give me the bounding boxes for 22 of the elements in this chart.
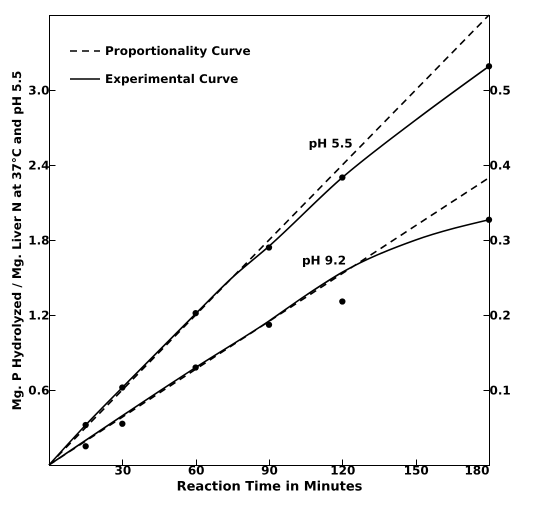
legend-label: Proportionality Curve bbox=[105, 44, 251, 58]
y-tick-label: 1.8 bbox=[28, 234, 50, 248]
x-tick-label: 90 bbox=[261, 464, 278, 478]
x-tick-label: 120 bbox=[330, 464, 356, 478]
y-axis-title: Mg. P Hydrolyzed / Mg. Liver N at 37°C and pH 5.5 bbox=[10, 70, 24, 410]
y2-tick-label: 0.5 bbox=[490, 84, 511, 98]
x-tick-label: 150 bbox=[404, 464, 429, 478]
y2-tick-label: 0.3 bbox=[490, 234, 511, 248]
y2-tick-label: 0.2 bbox=[490, 308, 511, 322]
y2-tick-label: 0.1 bbox=[490, 384, 511, 398]
x-tick-label: 180 bbox=[464, 464, 490, 478]
y-tick-label: 1.2 bbox=[28, 308, 50, 322]
annotation: pH 9.2 bbox=[302, 253, 346, 268]
x-tick-label: 30 bbox=[114, 464, 132, 478]
y2-tick-label: 0.4 bbox=[490, 158, 511, 172]
legend-label: Experimental Curve bbox=[105, 72, 238, 86]
y-tick-label: 0.6 bbox=[28, 384, 50, 398]
y-tick-label: 2.4 bbox=[28, 158, 50, 172]
x-tick-label: 60 bbox=[188, 464, 205, 478]
x-axis-title: Reaction Time in Minutes bbox=[176, 480, 363, 494]
y-tick-label: 3.0 bbox=[28, 84, 50, 98]
annotation: pH 5.5 bbox=[308, 136, 353, 150]
